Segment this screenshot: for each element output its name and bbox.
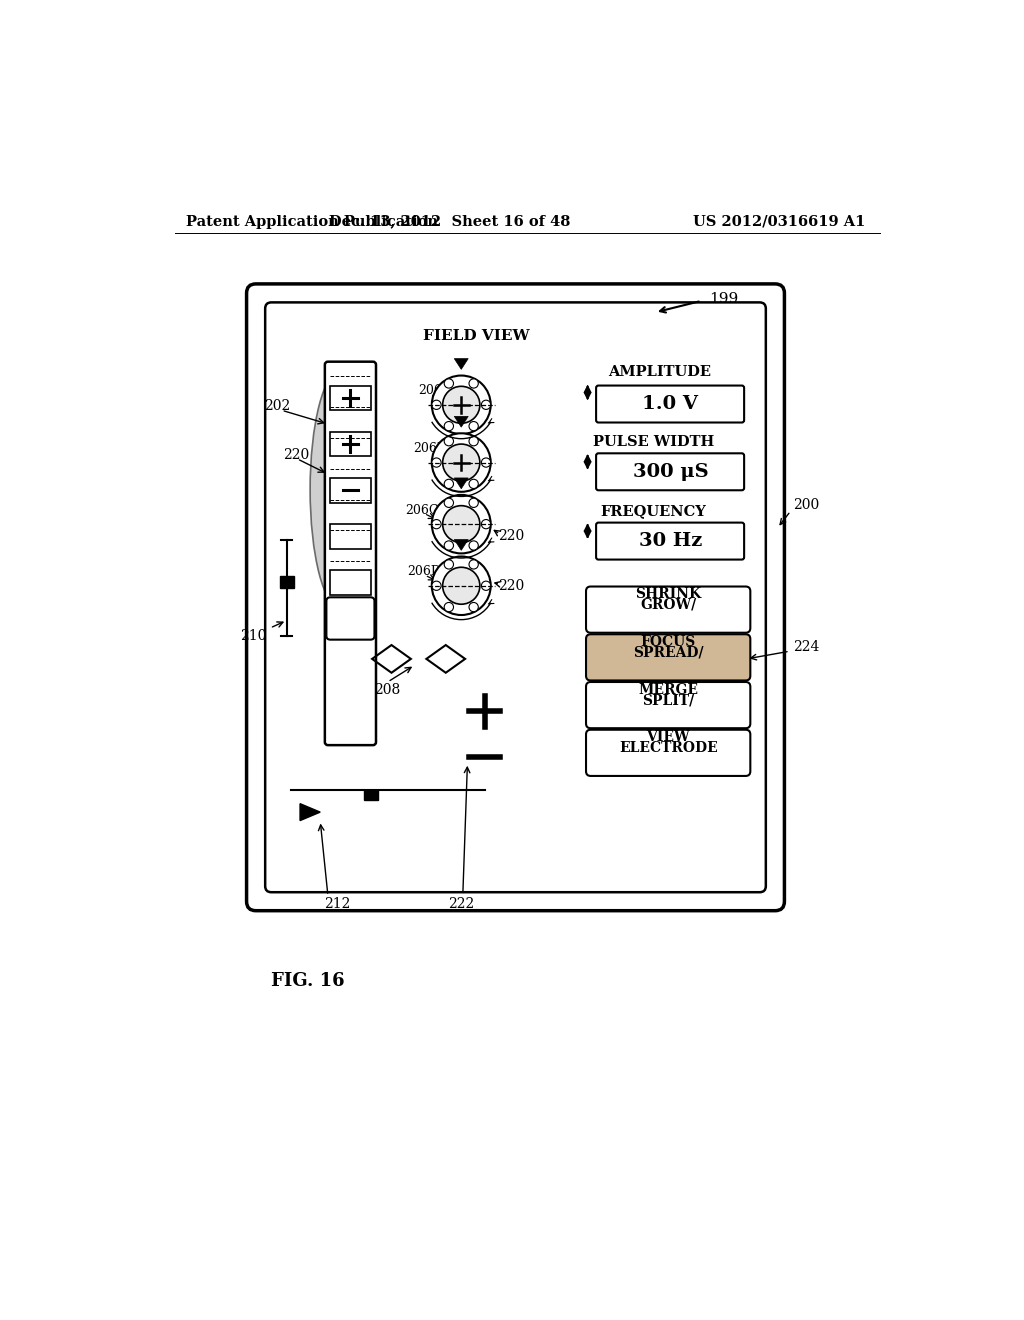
Circle shape — [481, 400, 490, 409]
Text: 1.0 V: 1.0 V — [642, 395, 698, 413]
Text: SPREAD/: SPREAD/ — [633, 645, 703, 660]
FancyBboxPatch shape — [596, 385, 744, 422]
Text: VIEW: VIEW — [646, 730, 690, 744]
Text: 220: 220 — [499, 578, 524, 593]
Circle shape — [432, 495, 490, 553]
Text: 206C: 206C — [406, 504, 439, 517]
Bar — [331, 478, 371, 503]
FancyBboxPatch shape — [596, 453, 744, 490]
Text: PULSE WIDTH: PULSE WIDTH — [593, 434, 715, 449]
Circle shape — [444, 421, 454, 430]
Text: 199: 199 — [710, 292, 738, 306]
Bar — [280, 576, 294, 589]
Bar — [331, 570, 371, 595]
Text: Dec. 13, 2012  Sheet 16 of 48: Dec. 13, 2012 Sheet 16 of 48 — [329, 215, 570, 228]
Text: 222: 222 — [449, 896, 474, 911]
FancyBboxPatch shape — [265, 302, 766, 892]
Polygon shape — [455, 478, 468, 488]
Text: GROW/: GROW/ — [640, 598, 696, 612]
Circle shape — [432, 557, 490, 615]
Text: 220: 220 — [499, 529, 524, 543]
Circle shape — [469, 602, 478, 611]
Circle shape — [469, 479, 478, 488]
Text: 206A: 206A — [419, 384, 452, 397]
Circle shape — [481, 458, 490, 467]
Text: ELECTRODE: ELECTRODE — [618, 742, 718, 755]
Circle shape — [469, 437, 478, 446]
Polygon shape — [455, 359, 468, 370]
Text: Patent Application Publication: Patent Application Publication — [186, 215, 438, 228]
FancyBboxPatch shape — [586, 682, 751, 729]
Text: 30 Hz: 30 Hz — [639, 532, 702, 550]
Polygon shape — [455, 540, 468, 550]
Circle shape — [432, 433, 490, 492]
Text: 202: 202 — [263, 400, 290, 413]
Text: 206B: 206B — [414, 442, 446, 455]
Circle shape — [469, 560, 478, 569]
Circle shape — [432, 458, 441, 467]
Text: FIELD VIEW: FIELD VIEW — [424, 329, 530, 342]
Circle shape — [444, 437, 454, 446]
FancyBboxPatch shape — [596, 523, 744, 560]
Circle shape — [442, 506, 480, 543]
Circle shape — [444, 379, 454, 388]
Text: 224: 224 — [793, 640, 819, 655]
FancyBboxPatch shape — [325, 362, 376, 744]
Text: 300 μS: 300 μS — [633, 463, 709, 480]
Text: 200: 200 — [793, 498, 819, 512]
Circle shape — [444, 498, 454, 507]
Circle shape — [444, 479, 454, 488]
Circle shape — [444, 560, 454, 569]
FancyBboxPatch shape — [586, 730, 751, 776]
Text: US 2012/0316619 A1: US 2012/0316619 A1 — [693, 215, 865, 228]
Text: AMPLITUDE: AMPLITUDE — [608, 366, 712, 379]
FancyBboxPatch shape — [586, 586, 751, 632]
Text: 206D: 206D — [407, 565, 441, 578]
Bar — [331, 524, 371, 549]
Bar — [365, 789, 378, 800]
FancyBboxPatch shape — [586, 635, 751, 681]
Circle shape — [442, 568, 480, 605]
Circle shape — [481, 520, 490, 529]
Ellipse shape — [310, 370, 372, 609]
Text: 210: 210 — [240, 628, 266, 643]
Text: SHRINK: SHRINK — [635, 587, 701, 601]
Text: 220: 220 — [283, 447, 309, 462]
Text: FOCUS: FOCUS — [641, 635, 695, 649]
Circle shape — [469, 498, 478, 507]
Text: FIG. 16: FIG. 16 — [271, 972, 345, 990]
Text: MERGE: MERGE — [638, 682, 698, 697]
Circle shape — [469, 541, 478, 550]
Bar — [331, 385, 371, 411]
Circle shape — [444, 541, 454, 550]
Text: SPLIT/: SPLIT/ — [642, 693, 694, 708]
Circle shape — [432, 376, 490, 434]
Circle shape — [469, 421, 478, 430]
Text: FREQUENCY: FREQUENCY — [601, 504, 707, 517]
Circle shape — [481, 581, 490, 590]
FancyBboxPatch shape — [327, 598, 375, 640]
Circle shape — [444, 602, 454, 611]
Polygon shape — [300, 804, 321, 821]
Circle shape — [432, 581, 441, 590]
Circle shape — [432, 520, 441, 529]
Polygon shape — [455, 416, 468, 428]
Text: 212: 212 — [324, 896, 350, 911]
Bar — [331, 432, 371, 457]
Circle shape — [469, 379, 478, 388]
FancyBboxPatch shape — [247, 284, 784, 911]
Circle shape — [442, 444, 480, 480]
Text: 208: 208 — [375, 682, 400, 697]
Circle shape — [442, 387, 480, 424]
Circle shape — [432, 400, 441, 409]
